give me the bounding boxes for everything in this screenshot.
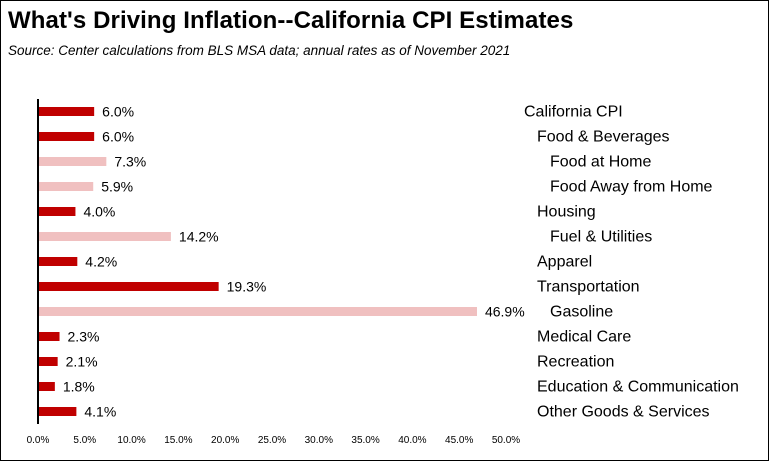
x-tick-label: 30.0% [305, 435, 333, 446]
chart-subtitle: Source: Center calculations from BLS MSA… [8, 43, 511, 58]
chart-title: What's Driving Inflation--California CPI… [8, 7, 574, 34]
data-label: 4.0% [83, 204, 115, 220]
bar [38, 182, 94, 191]
x-tick-label: 15.0% [164, 435, 192, 446]
category-label: Food at Home [550, 154, 651, 171]
category-label: Gasoline [550, 304, 613, 321]
x-tick-label: 0.0% [27, 435, 50, 446]
category-label: Medical Care [537, 329, 631, 346]
category-label: Transportation [537, 279, 640, 296]
category-label: Food & Beverages [537, 129, 670, 146]
x-tick-label: 25.0% [258, 435, 286, 446]
x-tick-label: 5.0% [73, 435, 96, 446]
bar [38, 407, 77, 416]
data-label: 19.3% [227, 279, 267, 295]
bar [38, 357, 58, 366]
x-tick-label: 50.0% [492, 435, 520, 446]
data-label: 6.0% [102, 129, 134, 145]
category-label: Food Away from Home [550, 179, 713, 196]
category-label: Education & Communication [537, 379, 739, 396]
data-label: 7.3% [114, 154, 146, 170]
category-label: Recreation [537, 354, 614, 371]
category-label: Fuel & Utilities [550, 229, 652, 246]
data-label: 2.3% [68, 329, 100, 345]
data-label: 4.2% [85, 254, 117, 270]
data-label: 1.8% [63, 379, 95, 395]
data-label: 5.9% [101, 179, 133, 195]
x-tick-label: 20.0% [211, 435, 239, 446]
bar [38, 207, 76, 216]
x-tick-label: 35.0% [351, 435, 379, 446]
category-label: California CPI [524, 104, 623, 121]
bar [38, 282, 219, 291]
category-label: Other Goods & Services [537, 404, 710, 421]
bar [38, 307, 477, 316]
data-label: 14.2% [179, 229, 219, 245]
x-tick-label: 45.0% [445, 435, 473, 446]
bar [38, 107, 95, 116]
data-label: 4.1% [84, 404, 116, 420]
bar [38, 257, 78, 266]
data-label: 2.1% [66, 354, 98, 370]
bar [38, 132, 95, 141]
data-label: 46.9% [485, 304, 525, 320]
category-label: Apparel [537, 254, 592, 271]
bar [38, 157, 107, 166]
bar [38, 332, 60, 341]
bar [38, 382, 55, 391]
bar [38, 232, 171, 241]
x-tick-label: 10.0% [117, 435, 145, 446]
data-label: 6.0% [102, 104, 134, 120]
x-tick-label: 40.0% [398, 435, 426, 446]
category-label: Housing [537, 204, 596, 221]
